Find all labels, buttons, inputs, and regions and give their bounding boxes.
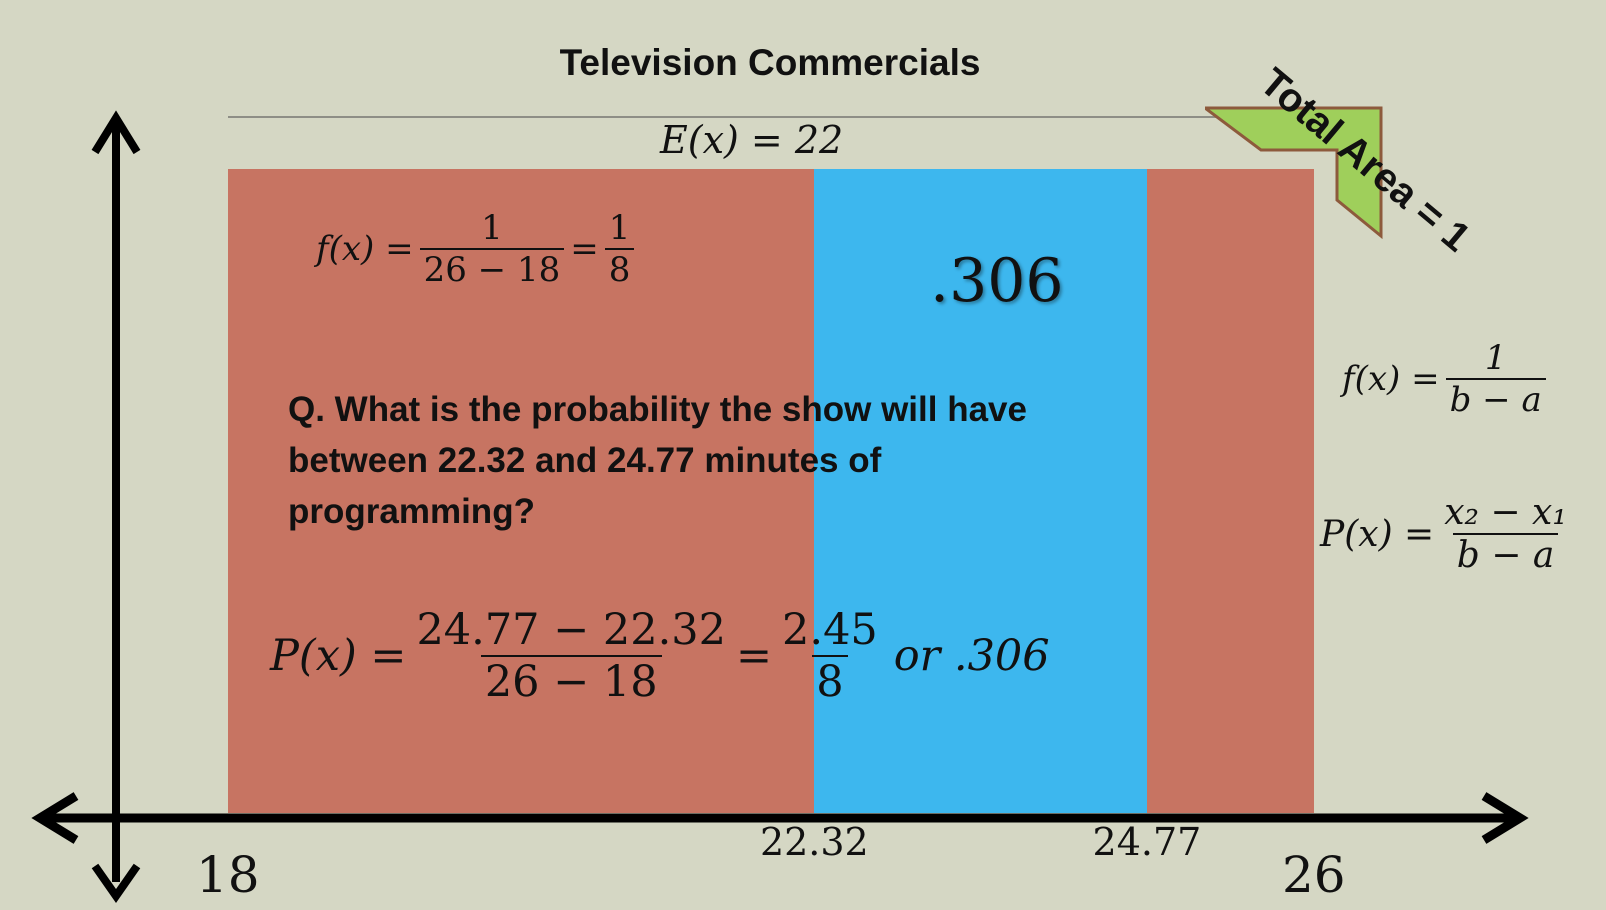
prob-fraction: 24.77 − 22.32 26 − 18 — [412, 605, 730, 707]
answer-value: .306 — [930, 246, 1064, 316]
prob-denominator: 26 − 18 — [480, 655, 662, 707]
pdf-numerator: 1 — [481, 208, 503, 248]
side-pdf-lhs: f(x) = — [1342, 359, 1440, 399]
side-pdf-fraction: 1 b − a — [1445, 338, 1546, 420]
corner-shape — [1205, 106, 1383, 240]
prob-numerator: 24.77 − 22.32 — [416, 605, 727, 655]
axis-low-label: 22.32 — [759, 820, 869, 864]
divider-line — [228, 116, 1218, 118]
side-prob-lhs: P(x) = — [1320, 513, 1435, 555]
side-pdf-formula: f(x) = 1 b − a — [1342, 338, 1552, 420]
side-prob-denominator: b − a — [1452, 533, 1559, 576]
x-axis-arrow-right — [1481, 792, 1529, 844]
pdf-denominator-2: 8 — [604, 248, 635, 290]
side-prob-formula: P(x) = x₂ − x₁ b − a — [1320, 492, 1577, 576]
pdf-equals: = — [570, 229, 599, 269]
side-pdf-numerator: 1 — [1484, 338, 1507, 378]
pdf-formula: f(x) = 1 26 − 18 = 1 8 — [316, 208, 640, 290]
slide-title: Television Commercials — [559, 42, 981, 83]
y-axis-arrow-down — [91, 863, 141, 903]
axis-max-label: 26 — [1282, 846, 1346, 904]
pdf-denominator: 26 − 18 — [419, 248, 565, 290]
outer-region-left — [228, 169, 815, 813]
prob-denominator-2: 8 — [812, 655, 848, 707]
pdf-numerator-2: 1 — [608, 208, 631, 248]
x-axis-arrow-left — [31, 792, 79, 844]
probability-region — [814, 169, 1148, 813]
pdf-formula-lhs: f(x) = — [316, 229, 414, 269]
pdf-fraction-simplified: 1 8 — [604, 208, 635, 290]
y-axis-arrow-up — [91, 110, 141, 155]
axis-min-label: 18 — [196, 846, 260, 904]
side-prob-fraction: x₂ − x₁ b − a — [1440, 492, 1571, 576]
question-text: Q. What is the probability the show will… — [288, 390, 1027, 531]
prob-formula-lhs: P(x) = — [270, 631, 407, 681]
probability-formula: P(x) = 24.77 − 22.32 26 − 18 = 2.45 8 or… — [270, 605, 1050, 707]
prob-numerator-2: 2.45 — [782, 605, 878, 655]
prob-equals: = — [736, 631, 773, 681]
axis-high-label: 24.77 — [1092, 820, 1202, 864]
prob-result: or .306 — [893, 631, 1050, 681]
pdf-fraction: 1 26 − 18 — [419, 208, 565, 290]
side-prob-numerator: x₂ − x₁ — [1444, 492, 1567, 533]
side-pdf-denominator: b − a — [1445, 378, 1546, 420]
outer-region-right — [1147, 169, 1314, 813]
expected-value: E(x) = 22 — [660, 118, 844, 162]
prob-fraction-simplified: 2.45 8 — [778, 605, 882, 707]
